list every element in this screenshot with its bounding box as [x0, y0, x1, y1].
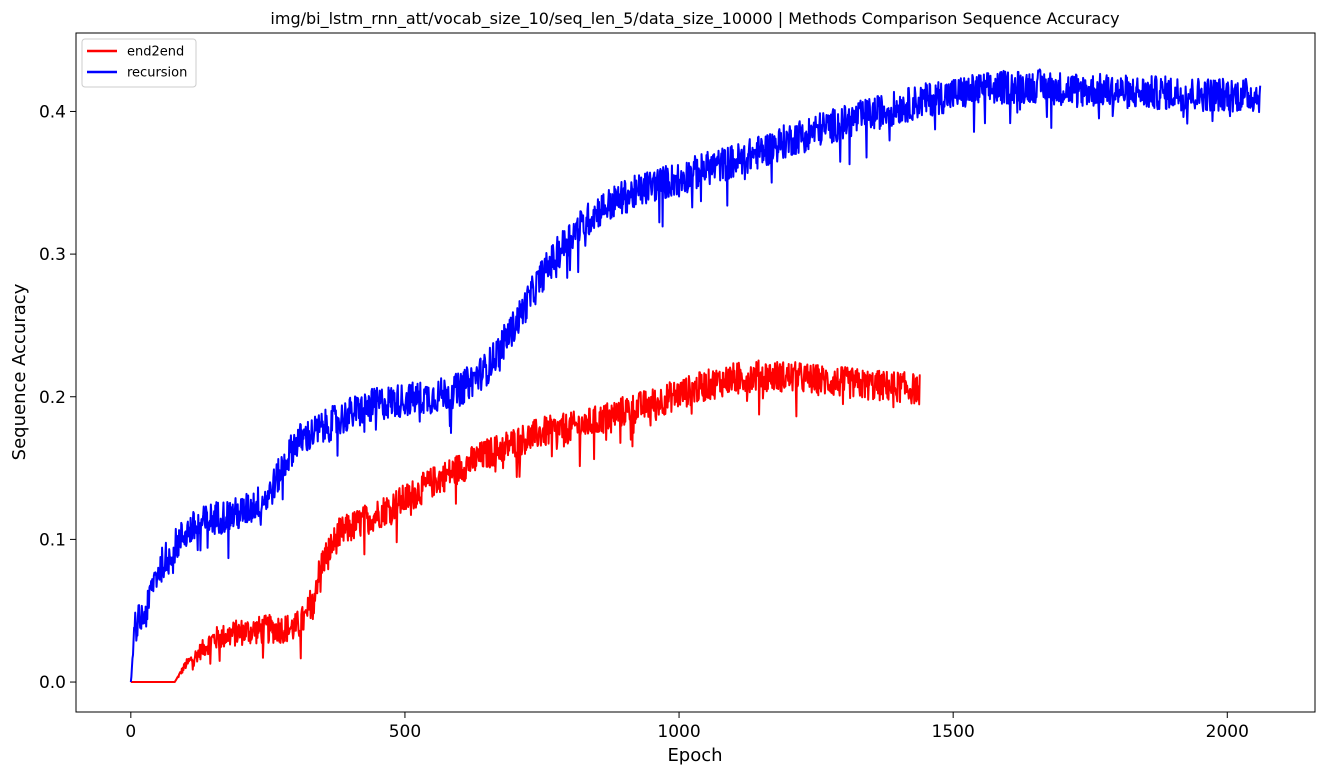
plot-frame — [75, 32, 1316, 713]
plot-lines — [129, 68, 1262, 684]
x-tick-label: 2000 — [1206, 722, 1249, 742]
x-tick-label: 1000 — [657, 722, 700, 742]
legend-label-end2end: end2end — [127, 45, 184, 60]
series-line-end2end — [130, 359, 921, 684]
y-tick-label: 0.4 — [39, 102, 66, 122]
x-axis-label: Epoch — [667, 745, 722, 766]
x-tick-label: 1500 — [932, 722, 975, 742]
series-line-recursion — [129, 68, 1262, 683]
legend: end2end recursion — [81, 38, 197, 88]
y-tick-label: 0.3 — [39, 245, 66, 265]
x-tick-label: 500 — [389, 722, 421, 742]
chart-title: img/bi_lstm_rnn_att/vocab_size_10/seq_le… — [270, 9, 1119, 29]
y-tick-label: 0.0 — [39, 673, 66, 693]
y-axis-ticks: 0.0 0.1 0.2 0.3 0.4 — [39, 102, 76, 693]
y-tick-label: 0.2 — [39, 388, 66, 408]
x-tick-label: 0 — [125, 722, 136, 742]
y-axis-label: Sequence Accuracy — [9, 283, 30, 460]
x-axis-ticks: 0 500 1000 1500 2000 — [125, 712, 1249, 742]
legend-label-recursion: recursion — [127, 66, 187, 81]
y-tick-label: 0.1 — [39, 530, 66, 550]
